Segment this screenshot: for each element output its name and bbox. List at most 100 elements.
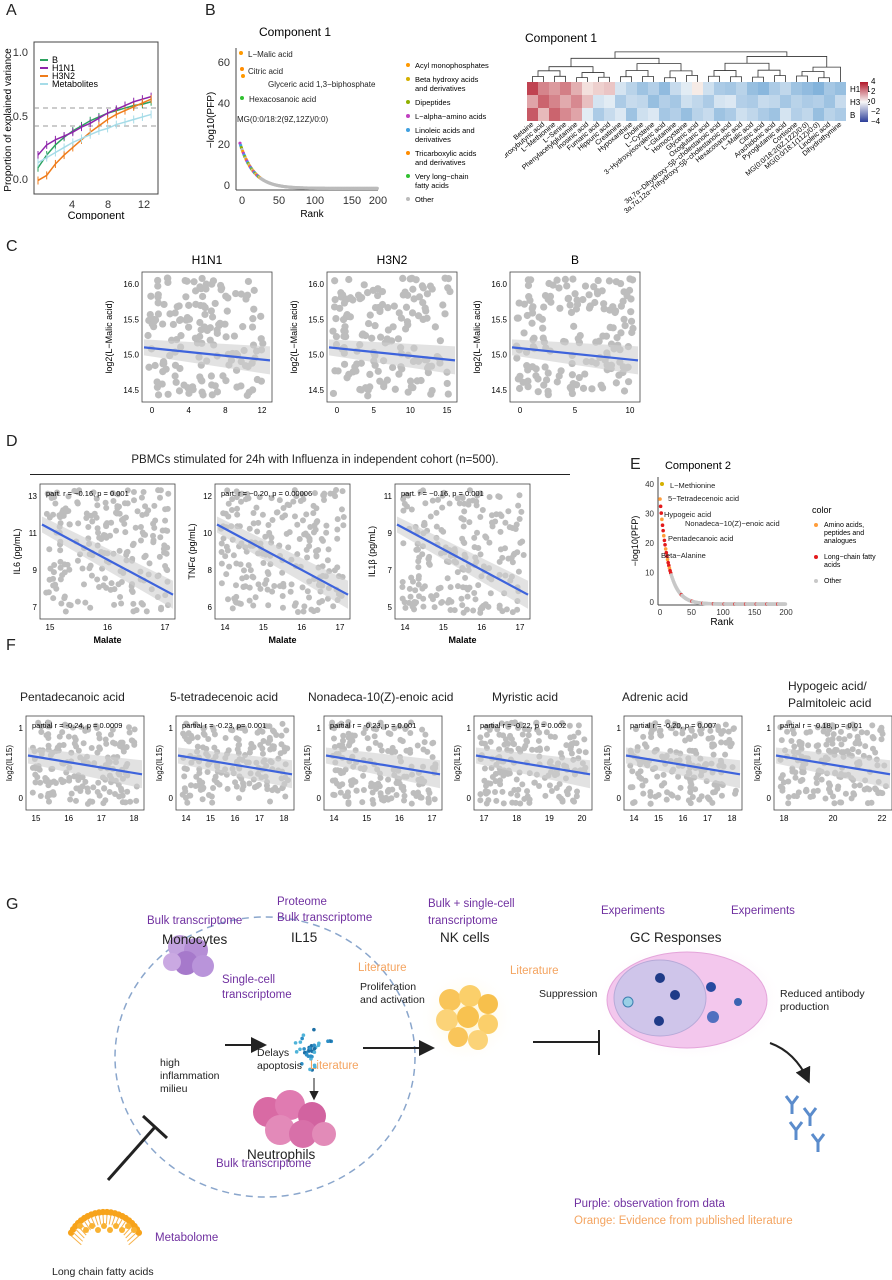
scatter-point <box>425 556 432 563</box>
scatter-point <box>408 574 415 581</box>
scatter-point <box>67 796 74 803</box>
heatmap-cell <box>571 82 582 95</box>
scatter-point <box>255 519 262 526</box>
scatter-point <box>429 740 436 747</box>
heatmap-cell <box>637 82 648 95</box>
scatter-point <box>343 295 351 303</box>
scatter-point <box>779 787 786 794</box>
panel-d-title: PBMCs stimulated for 24h with Influenza … <box>131 454 499 466</box>
scatter-point <box>354 291 363 299</box>
scatter-point <box>466 487 473 494</box>
panel-label-a: A <box>6 2 17 19</box>
x-tick: 14 <box>401 623 410 632</box>
scatter-point <box>477 734 484 741</box>
scatter-point <box>300 608 307 615</box>
scatter-point <box>246 780 253 787</box>
b-legend-item: Linoleic acids and derivatives <box>415 126 475 144</box>
scatter-point <box>50 569 57 576</box>
scatter-point <box>360 787 367 794</box>
scatter-point <box>688 727 695 734</box>
scatter-point <box>284 745 291 752</box>
y-tick: 16.0 <box>308 280 324 289</box>
plot-stat: part. r = −0.20, p = 0.00006 <box>221 489 312 498</box>
scatter-point <box>213 388 222 396</box>
scatter-point <box>553 378 561 386</box>
scatter-point <box>686 734 693 741</box>
scatter-point <box>366 311 374 319</box>
x-tick: 18 <box>780 814 789 823</box>
y-tick: 5 <box>388 603 393 612</box>
scatter-point <box>363 288 372 297</box>
scatter-point <box>124 788 131 795</box>
scatter-point <box>288 581 295 588</box>
scatter-point <box>128 587 135 594</box>
heatmap-cell <box>714 108 725 121</box>
scatter-point <box>831 800 838 807</box>
scatter-point <box>796 738 803 745</box>
scatter-point <box>415 564 422 571</box>
scatter-point <box>470 607 477 614</box>
g-il15: IL15 <box>291 930 318 945</box>
scatter-point <box>183 313 191 322</box>
panel-f-title-0: Pentadecanoic acid <box>20 690 125 704</box>
scatter-point <box>181 785 188 792</box>
scatter-point <box>486 539 493 546</box>
scatter-point <box>199 292 207 301</box>
scatter-point <box>544 391 552 399</box>
scatter-point <box>299 584 306 591</box>
scatter-point <box>45 790 52 797</box>
scatter-point <box>278 732 285 739</box>
heatmap-cell <box>681 95 692 108</box>
scatter-point <box>472 596 479 603</box>
heatmap-cell <box>824 108 835 121</box>
scatter-point <box>76 487 83 494</box>
heatmap-cell <box>725 108 736 121</box>
scatter-point <box>617 302 625 310</box>
scatter-point <box>38 729 45 736</box>
scatter-point <box>102 736 109 743</box>
scatter-point <box>219 372 227 380</box>
heatmap-cell <box>769 82 780 95</box>
heatmap-cell <box>791 108 802 121</box>
scatter-point <box>79 774 86 781</box>
scatter-point <box>364 735 371 742</box>
scatter-point <box>557 750 564 757</box>
fit-line <box>511 346 639 362</box>
plot-ylabel: log2(IL15) <box>303 745 312 781</box>
scatter-point <box>515 725 522 732</box>
scatter-point <box>563 788 570 795</box>
scatter-point <box>290 498 297 505</box>
scatter-point <box>785 778 792 785</box>
scatter-point <box>714 785 721 792</box>
scatter-point <box>361 384 370 392</box>
scatter-point <box>171 361 180 369</box>
e-point <box>661 533 666 538</box>
scatter-point <box>284 501 291 508</box>
scatter-point <box>58 776 65 783</box>
scatter-point <box>300 491 307 498</box>
scatter-point <box>813 780 820 787</box>
scatter-point <box>542 792 549 799</box>
heatmap-cell <box>824 82 835 95</box>
scatter-point <box>569 380 577 388</box>
scatter-point <box>75 747 82 754</box>
scatter-point <box>227 726 234 733</box>
scatter-point <box>590 283 598 291</box>
scatter-point <box>813 774 820 781</box>
scatter-point <box>205 735 212 742</box>
scatter-point <box>176 316 185 324</box>
plot-ylabel: log2(IL15) <box>753 745 762 781</box>
heatmap-cell <box>527 82 538 95</box>
scatter-point <box>489 723 496 730</box>
scatter-point <box>559 720 566 727</box>
scatter-point <box>528 319 536 327</box>
scatter-point <box>849 721 856 728</box>
scatter-point <box>340 737 347 744</box>
panel-a-legend-b: B <box>52 55 58 65</box>
fit-line <box>216 523 349 596</box>
scatter-point <box>864 800 871 807</box>
scatter-point <box>533 726 540 733</box>
panel-f-title-2: Nonadeca-10(Z)-enoic acid <box>308 690 454 704</box>
g-metabolome: Metabolome <box>155 1232 219 1244</box>
scatter-point <box>340 360 349 368</box>
